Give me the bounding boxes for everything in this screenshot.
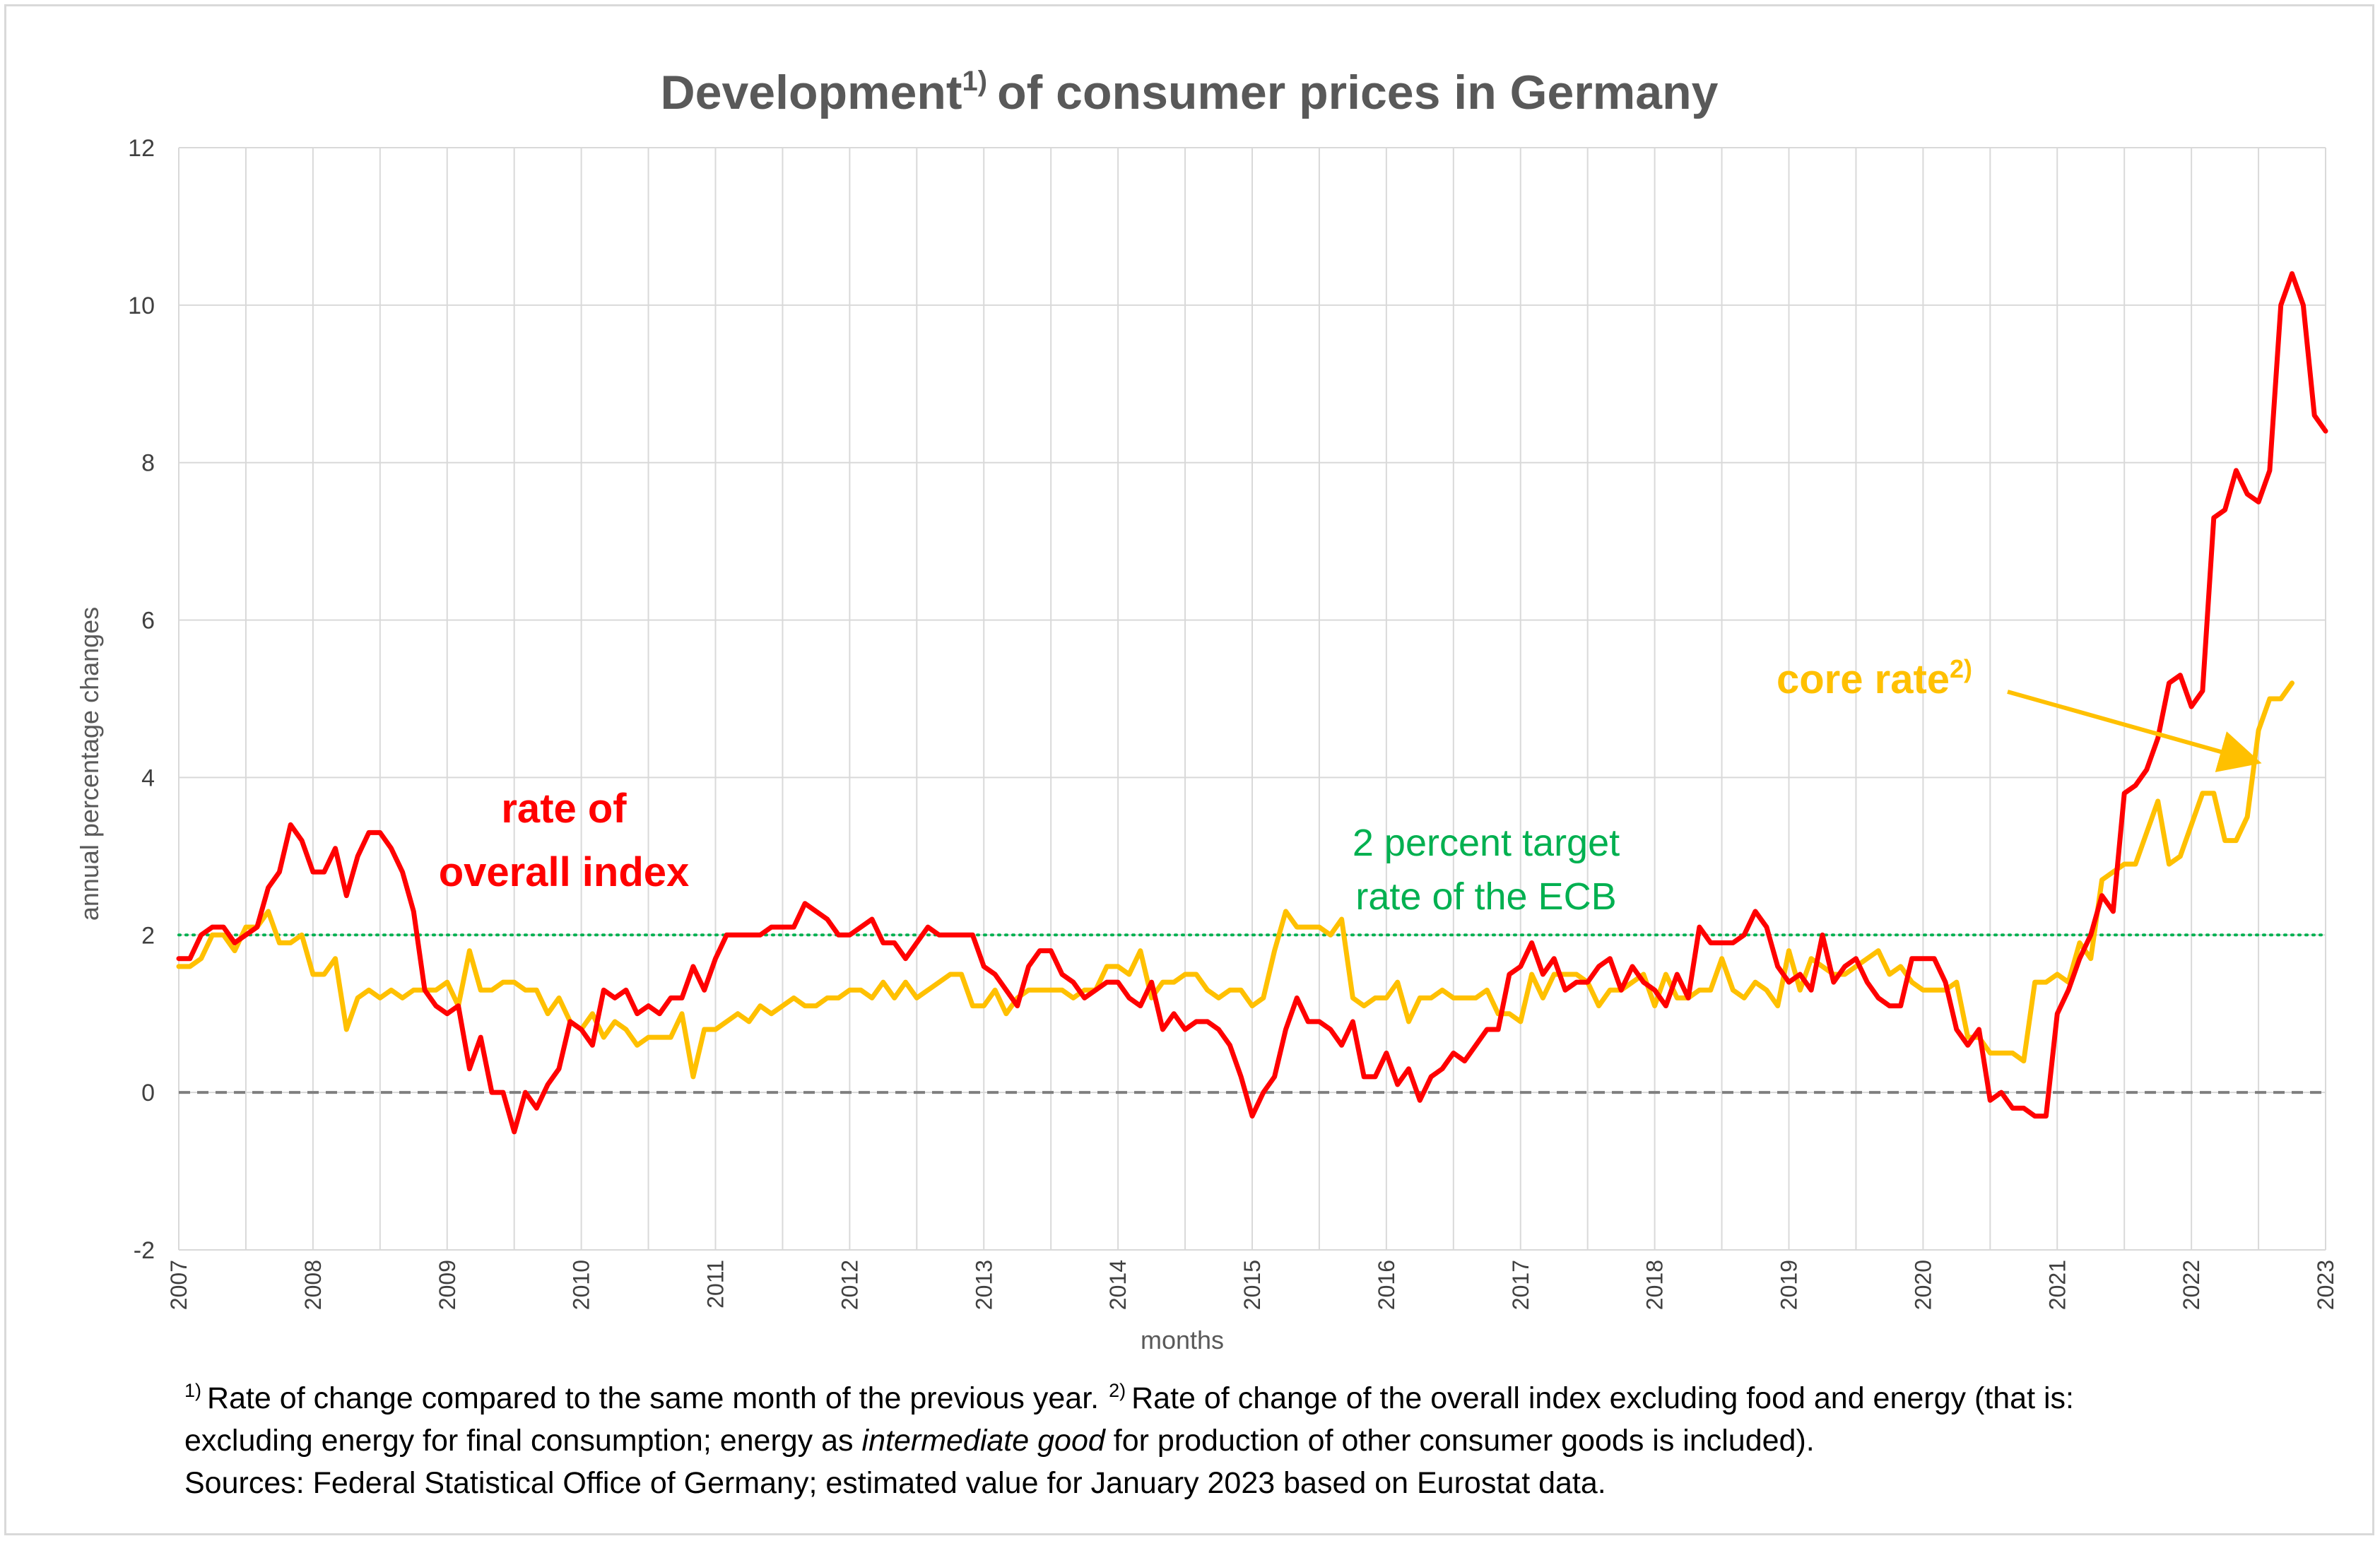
reference-lines [177, 933, 2327, 1094]
x-tick-label: 2010 [569, 1260, 594, 1310]
y-tick-label: 2 [141, 922, 155, 949]
x-tick-label: 2013 [971, 1260, 996, 1310]
y-tick-label: -2 [134, 1237, 155, 1264]
y-tick-label: 4 [141, 764, 155, 791]
y-tick-label: 10 [128, 293, 155, 319]
core-rate-arrow [2007, 690, 2262, 772]
x-axis-ticks: 2007 2008 2009 2010 2011 2012 2013 2014 2015 2016… [166, 1260, 2338, 1310]
x-tick-label: 2011 [703, 1260, 729, 1309]
x-tick-label: 2023 [2313, 1260, 2338, 1310]
x-tick-label: 2022 [2179, 1260, 2204, 1310]
x-tick-label: 2012 [837, 1260, 862, 1310]
x-tick-label: 2020 [1910, 1260, 1936, 1310]
x-tick-label: 2019 [1777, 1260, 1802, 1310]
line-chart: Development1) of consumer prices in Germa… [75, 66, 2338, 1500]
series [176, 271, 2328, 1135]
core-rate-annotation: core rate2) [1777, 654, 1972, 702]
x-axis-label: months [1141, 1326, 1224, 1354]
x-tick-label: 2016 [1374, 1260, 1399, 1310]
x-tick-label: 2007 [166, 1260, 192, 1310]
core-rate-series-line [176, 680, 2294, 1080]
overall-index-series-line [176, 271, 2328, 1135]
overall-index-annotation-line1: rate of [501, 786, 627, 832]
x-tick-label: 2014 [1105, 1260, 1131, 1310]
footnote-sources: Sources: Federal Statistical Office of G… [184, 1466, 1606, 1500]
y-axis-ticks: -2 0 2 4 6 8 10 12 [128, 135, 155, 1264]
x-tick-label: 2021 [2044, 1260, 2070, 1310]
chart-frame: Development1) of consumer prices in Germa… [4, 4, 2374, 1535]
x-tick-label: 2017 [1508, 1260, 1533, 1310]
target-annotation-line1: 2 percent target [1353, 822, 1620, 864]
y-tick-label: 12 [128, 135, 155, 162]
y-tick-label: 8 [141, 450, 155, 477]
target-annotation-line2: rate of the ECB [1355, 875, 1616, 918]
y-tick-label: 0 [141, 1080, 155, 1106]
footnote-line1: 1) Rate of change compared to the same mo… [184, 1380, 2074, 1415]
overall-index-annotation-line2: overall index [439, 849, 690, 895]
chart-title: Development1) of consumer prices in Germa… [661, 66, 1719, 119]
x-tick-label: 2018 [1642, 1260, 1668, 1310]
x-tick-label: 2015 [1239, 1260, 1265, 1310]
y-tick-label: 6 [141, 608, 155, 634]
x-tick-label: 2008 [300, 1260, 326, 1310]
grid [178, 147, 2326, 1251]
x-tick-label: 2009 [435, 1260, 460, 1310]
y-axis-label: annual percentage changes [75, 607, 104, 921]
footnote-line2: excluding energy for final consumption; … [184, 1424, 1815, 1458]
